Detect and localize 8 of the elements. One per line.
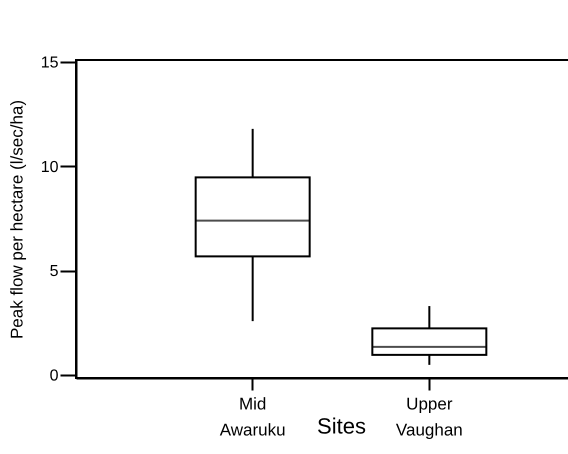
y-tick-label: 0 bbox=[50, 367, 59, 384]
y-tick-label: 15 bbox=[40, 54, 59, 72]
x-axis-title: Sites bbox=[317, 414, 366, 438]
y-tick-label: 5 bbox=[50, 263, 59, 280]
y-tick-label: 10 bbox=[40, 158, 59, 176]
x-tick-label: Mid Awaruku bbox=[220, 394, 286, 440]
x-tick-label: Upper Vaughan bbox=[396, 394, 463, 440]
y-axis-title: Peak flow per hectare (l/sec/ha) bbox=[8, 100, 27, 340]
